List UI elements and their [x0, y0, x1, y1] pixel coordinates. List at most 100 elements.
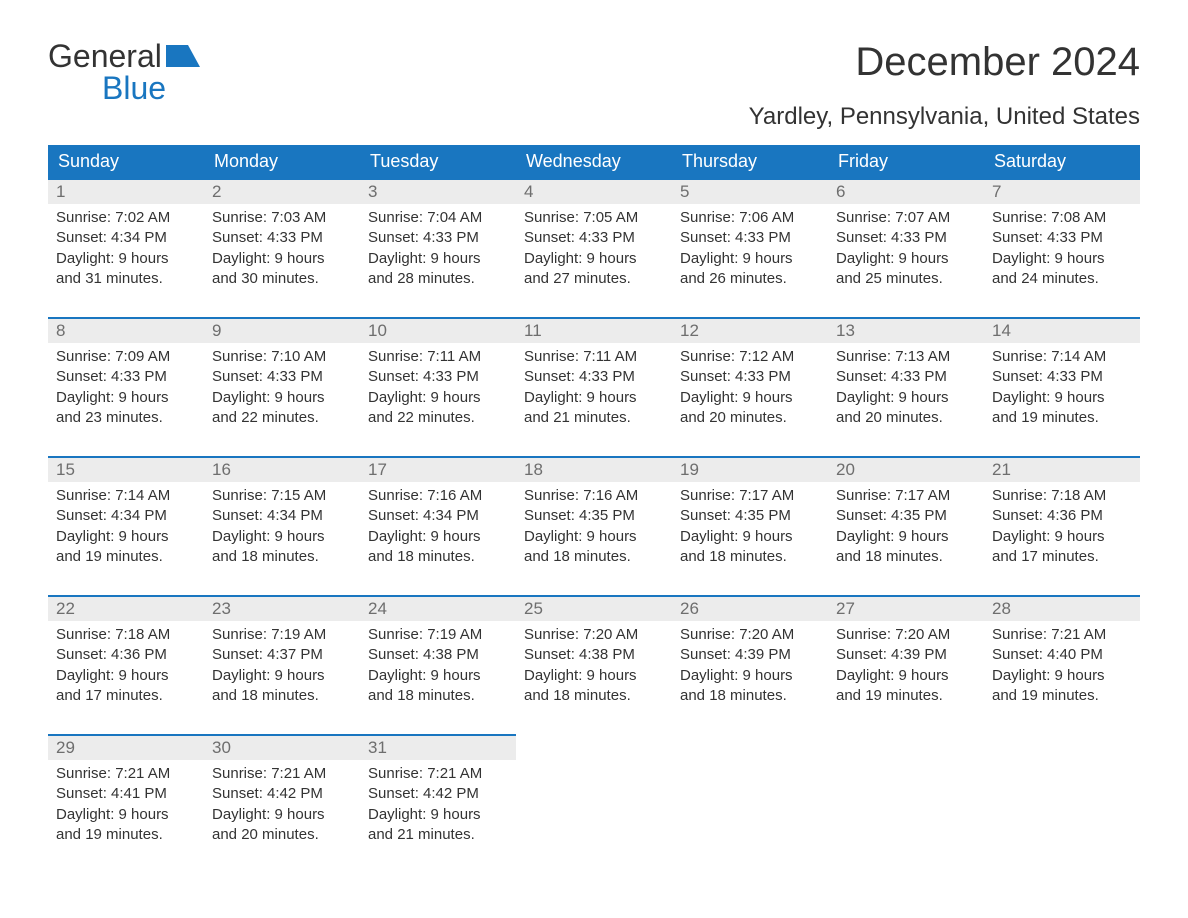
day-details: Sunrise: 7:02 AMSunset: 4:34 PMDaylight:… [48, 204, 204, 317]
day-details: Sunrise: 7:17 AMSunset: 4:35 PMDaylight:… [828, 482, 984, 595]
day-number: 27 [828, 597, 984, 621]
day-number: 11 [516, 319, 672, 343]
day-sunrise: Sunrise: 7:05 AM [524, 208, 664, 228]
day-dl2: and 20 minutes. [212, 825, 352, 845]
day-dl2: and 30 minutes. [212, 269, 352, 289]
day-dl2: and 18 minutes. [524, 547, 664, 567]
day-sunrise: Sunrise: 7:14 AM [992, 347, 1132, 367]
day-number: 3 [360, 180, 516, 204]
day-sunrise: Sunrise: 7:11 AM [368, 347, 508, 367]
calendar-day-cell: 11Sunrise: 7:11 AMSunset: 4:33 PMDayligh… [516, 318, 672, 457]
day-dl2: and 21 minutes. [524, 408, 664, 428]
day-sunrise: Sunrise: 7:21 AM [56, 764, 196, 784]
day-number: 21 [984, 458, 1140, 482]
day-sunset: Sunset: 4:38 PM [368, 645, 508, 665]
day-dl1: Daylight: 9 hours [56, 805, 196, 825]
day-details: Sunrise: 7:04 AMSunset: 4:33 PMDaylight:… [360, 204, 516, 317]
day-details: Sunrise: 7:20 AMSunset: 4:39 PMDaylight:… [828, 621, 984, 734]
day-details: Sunrise: 7:16 AMSunset: 4:35 PMDaylight:… [516, 482, 672, 595]
calendar-day-cell: 24Sunrise: 7:19 AMSunset: 4:38 PMDayligh… [360, 596, 516, 735]
day-dl1: Daylight: 9 hours [56, 388, 196, 408]
day-dl1: Daylight: 9 hours [212, 388, 352, 408]
day-number: 7 [984, 180, 1140, 204]
day-sunrise: Sunrise: 7:08 AM [992, 208, 1132, 228]
day-dl2: and 22 minutes. [212, 408, 352, 428]
day-dl1: Daylight: 9 hours [992, 527, 1132, 547]
day-details: Sunrise: 7:08 AMSunset: 4:33 PMDaylight:… [984, 204, 1140, 317]
calendar-day-cell: 3Sunrise: 7:04 AMSunset: 4:33 PMDaylight… [360, 179, 516, 318]
day-number: 8 [48, 319, 204, 343]
day-number: 2 [204, 180, 360, 204]
day-number: 25 [516, 597, 672, 621]
day-number: 9 [204, 319, 360, 343]
day-sunset: Sunset: 4:34 PM [212, 506, 352, 526]
weekday-header: Tuesday [360, 145, 516, 179]
day-details: Sunrise: 7:21 AMSunset: 4:40 PMDaylight:… [984, 621, 1140, 734]
calendar-day-cell [828, 735, 984, 873]
day-dl2: and 22 minutes. [368, 408, 508, 428]
day-sunset: Sunset: 4:33 PM [992, 228, 1132, 248]
day-dl2: and 18 minutes. [680, 686, 820, 706]
day-number: 4 [516, 180, 672, 204]
day-number: 6 [828, 180, 984, 204]
day-details: Sunrise: 7:21 AMSunset: 4:42 PMDaylight:… [360, 760, 516, 873]
day-details: Sunrise: 7:14 AMSunset: 4:34 PMDaylight:… [48, 482, 204, 595]
day-dl1: Daylight: 9 hours [524, 527, 664, 547]
calendar-day-cell: 18Sunrise: 7:16 AMSunset: 4:35 PMDayligh… [516, 457, 672, 596]
calendar-day-cell: 16Sunrise: 7:15 AMSunset: 4:34 PMDayligh… [204, 457, 360, 596]
day-details: Sunrise: 7:16 AMSunset: 4:34 PMDaylight:… [360, 482, 516, 595]
month-title: December 2024 [749, 40, 1140, 85]
day-number: 26 [672, 597, 828, 621]
day-sunrise: Sunrise: 7:09 AM [56, 347, 196, 367]
day-dl2: and 19 minutes. [992, 408, 1132, 428]
day-sunrise: Sunrise: 7:17 AM [836, 486, 976, 506]
day-sunset: Sunset: 4:33 PM [368, 228, 508, 248]
day-sunrise: Sunrise: 7:03 AM [212, 208, 352, 228]
logo-line-1: General [48, 40, 200, 72]
calendar-day-cell: 17Sunrise: 7:16 AMSunset: 4:34 PMDayligh… [360, 457, 516, 596]
calendar-day-cell: 23Sunrise: 7:19 AMSunset: 4:37 PMDayligh… [204, 596, 360, 735]
calendar-day-cell: 1Sunrise: 7:02 AMSunset: 4:34 PMDaylight… [48, 179, 204, 318]
calendar-day-cell: 7Sunrise: 7:08 AMSunset: 4:33 PMDaylight… [984, 179, 1140, 318]
weekday-header: Monday [204, 145, 360, 179]
day-dl2: and 19 minutes. [836, 686, 976, 706]
title-block: December 2024 Yardley, Pennsylvania, Uni… [749, 40, 1140, 131]
day-details: Sunrise: 7:05 AMSunset: 4:33 PMDaylight:… [516, 204, 672, 317]
day-sunset: Sunset: 4:35 PM [524, 506, 664, 526]
day-dl1: Daylight: 9 hours [992, 666, 1132, 686]
day-dl1: Daylight: 9 hours [836, 527, 976, 547]
calendar-day-cell: 13Sunrise: 7:13 AMSunset: 4:33 PMDayligh… [828, 318, 984, 457]
calendar-day-cell: 10Sunrise: 7:11 AMSunset: 4:33 PMDayligh… [360, 318, 516, 457]
day-sunrise: Sunrise: 7:16 AM [524, 486, 664, 506]
calendar-week-row: 1Sunrise: 7:02 AMSunset: 4:34 PMDaylight… [48, 179, 1140, 318]
day-dl1: Daylight: 9 hours [836, 249, 976, 269]
day-sunrise: Sunrise: 7:04 AM [368, 208, 508, 228]
day-dl2: and 26 minutes. [680, 269, 820, 289]
day-sunrise: Sunrise: 7:18 AM [992, 486, 1132, 506]
day-sunrise: Sunrise: 7:19 AM [368, 625, 508, 645]
day-sunset: Sunset: 4:33 PM [524, 228, 664, 248]
day-dl2: and 21 minutes. [368, 825, 508, 845]
day-number: 13 [828, 319, 984, 343]
day-sunset: Sunset: 4:33 PM [680, 367, 820, 387]
day-sunset: Sunset: 4:35 PM [836, 506, 976, 526]
calendar-day-cell: 15Sunrise: 7:14 AMSunset: 4:34 PMDayligh… [48, 457, 204, 596]
day-sunrise: Sunrise: 7:14 AM [56, 486, 196, 506]
day-dl2: and 18 minutes. [212, 547, 352, 567]
day-details: Sunrise: 7:09 AMSunset: 4:33 PMDaylight:… [48, 343, 204, 456]
day-dl2: and 18 minutes. [680, 547, 820, 567]
day-details: Sunrise: 7:19 AMSunset: 4:37 PMDaylight:… [204, 621, 360, 734]
day-number: 17 [360, 458, 516, 482]
day-sunrise: Sunrise: 7:16 AM [368, 486, 508, 506]
weekday-header-row: Sunday Monday Tuesday Wednesday Thursday… [48, 145, 1140, 179]
weekday-header: Wednesday [516, 145, 672, 179]
day-dl1: Daylight: 9 hours [680, 527, 820, 547]
day-number: 15 [48, 458, 204, 482]
day-dl1: Daylight: 9 hours [680, 249, 820, 269]
day-number: 22 [48, 597, 204, 621]
day-number: 16 [204, 458, 360, 482]
calendar-day-cell: 28Sunrise: 7:21 AMSunset: 4:40 PMDayligh… [984, 596, 1140, 735]
day-sunrise: Sunrise: 7:10 AM [212, 347, 352, 367]
day-dl2: and 18 minutes. [524, 686, 664, 706]
calendar-day-cell: 9Sunrise: 7:10 AMSunset: 4:33 PMDaylight… [204, 318, 360, 457]
